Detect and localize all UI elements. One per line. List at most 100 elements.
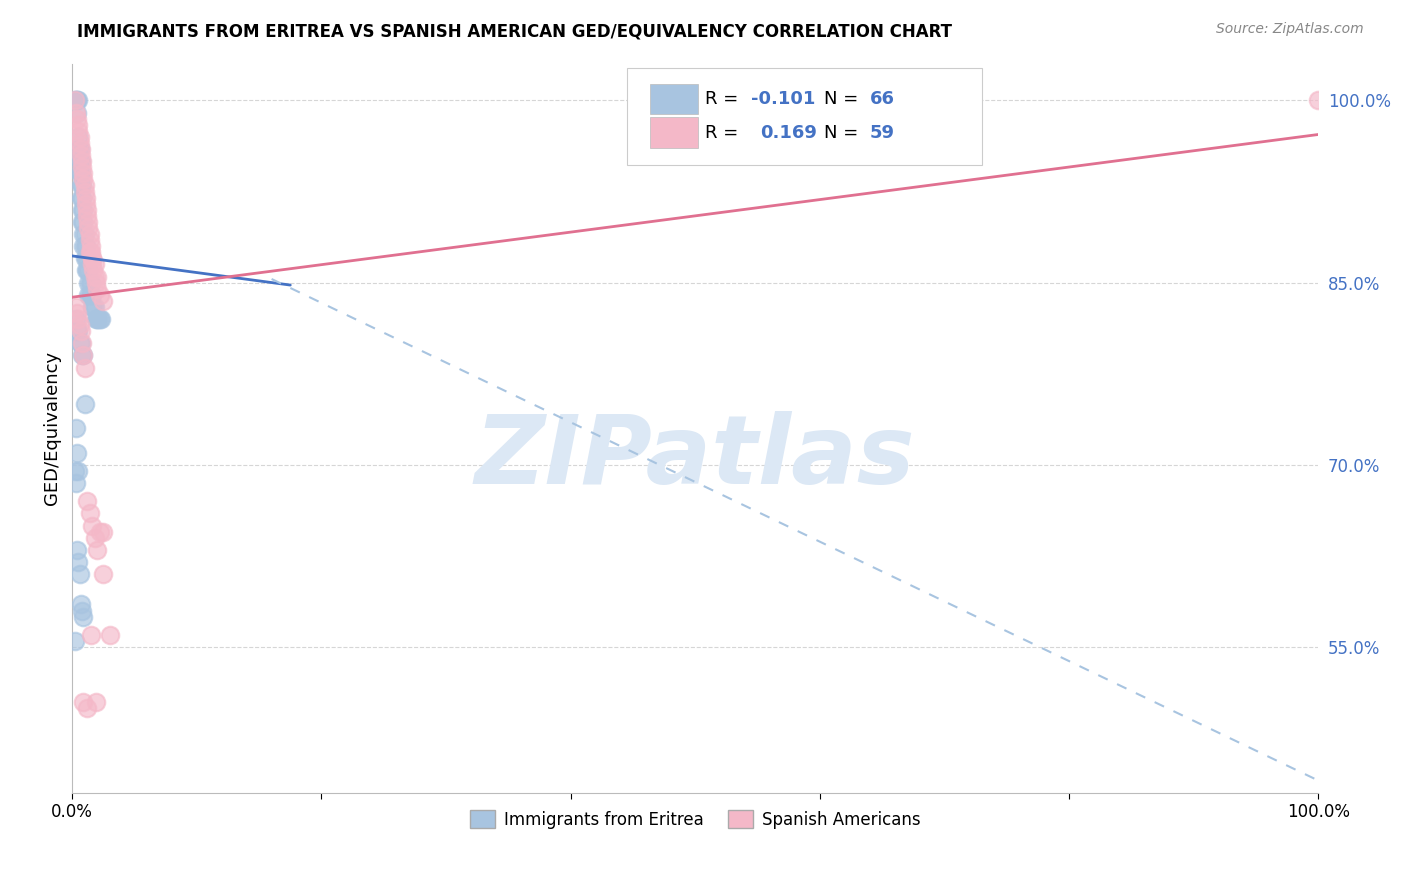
Text: 66: 66 [870, 90, 894, 108]
Point [76, 202, 98, 217]
Point [79, 233, 101, 247]
Point [70, 154, 93, 169]
Point [82, 287, 104, 301]
Point [75, 263, 97, 277]
Point [65, 300, 87, 314]
Point [84, 276, 107, 290]
Point [69, 336, 91, 351]
Point [93, 567, 115, 582]
Point [72, 166, 94, 180]
Point [75, 191, 97, 205]
Point [73, 178, 96, 193]
Point [77, 276, 100, 290]
Text: Source: ZipAtlas.com: Source: ZipAtlas.com [1216, 22, 1364, 37]
Point [67, 94, 90, 108]
Point [69, 166, 91, 180]
Point [76, 263, 98, 277]
Y-axis label: GED/Equivalency: GED/Equivalency [44, 351, 60, 506]
Point [69, 567, 91, 582]
Point [69, 318, 91, 333]
Point [69, 142, 91, 156]
Point [63, 464, 86, 478]
Point [76, 700, 98, 714]
Point [65, 312, 87, 326]
Point [66, 445, 89, 459]
Point [86, 269, 108, 284]
Point [66, 324, 89, 338]
Point [76, 209, 98, 223]
Text: 59: 59 [870, 124, 894, 142]
Point [70, 166, 93, 180]
Point [67, 129, 90, 144]
Point [70, 148, 93, 162]
Point [79, 276, 101, 290]
Point [72, 215, 94, 229]
Point [66, 306, 89, 320]
Point [67, 555, 90, 569]
Point [69, 129, 91, 144]
Point [79, 507, 101, 521]
Point [66, 542, 89, 557]
Point [72, 349, 94, 363]
Text: R =: R = [706, 124, 749, 142]
Text: 0.169: 0.169 [761, 124, 817, 142]
Point [86, 542, 108, 557]
Point [82, 263, 104, 277]
Text: N =: N = [824, 124, 863, 142]
Point [73, 227, 96, 241]
Point [72, 609, 94, 624]
Point [66, 94, 89, 108]
Point [65, 105, 87, 120]
Point [72, 349, 94, 363]
Point [67, 124, 90, 138]
Point [76, 494, 98, 508]
Text: R =: R = [706, 90, 744, 108]
Point [70, 202, 93, 217]
Point [80, 287, 103, 301]
Point [90, 312, 112, 326]
Point [70, 598, 93, 612]
Point [82, 252, 104, 266]
Point [63, 633, 86, 648]
Point [72, 695, 94, 709]
FancyBboxPatch shape [627, 69, 981, 165]
Point [77, 263, 100, 277]
Point [70, 215, 93, 229]
Point [79, 245, 101, 260]
Point [70, 154, 93, 169]
Point [73, 185, 96, 199]
Legend: Immigrants from Eritrea, Spanish Americans: Immigrants from Eritrea, Spanish America… [464, 804, 927, 835]
Text: ZIPatlas: ZIPatlas [475, 411, 915, 504]
Point [73, 360, 96, 375]
Point [77, 287, 100, 301]
Point [70, 178, 93, 193]
Point [98, 628, 121, 642]
Point [70, 324, 93, 338]
Point [65, 475, 87, 490]
Point [73, 397, 96, 411]
Point [84, 695, 107, 709]
Point [65, 94, 87, 108]
Point [83, 269, 105, 284]
Point [72, 227, 94, 241]
Point [77, 215, 100, 229]
Point [67, 142, 90, 156]
Point [93, 524, 115, 539]
Point [76, 252, 98, 266]
Point [79, 227, 101, 241]
FancyBboxPatch shape [651, 84, 697, 114]
Point [1308, 94, 1330, 108]
Point [69, 154, 91, 169]
Point [72, 239, 94, 253]
Point [86, 312, 108, 326]
Point [69, 136, 91, 150]
Point [70, 142, 93, 156]
Point [70, 349, 93, 363]
FancyBboxPatch shape [651, 117, 697, 148]
Point [83, 257, 105, 271]
Point [80, 239, 103, 253]
Point [70, 603, 93, 617]
Text: N =: N = [824, 90, 863, 108]
Point [82, 300, 104, 314]
Point [89, 524, 111, 539]
